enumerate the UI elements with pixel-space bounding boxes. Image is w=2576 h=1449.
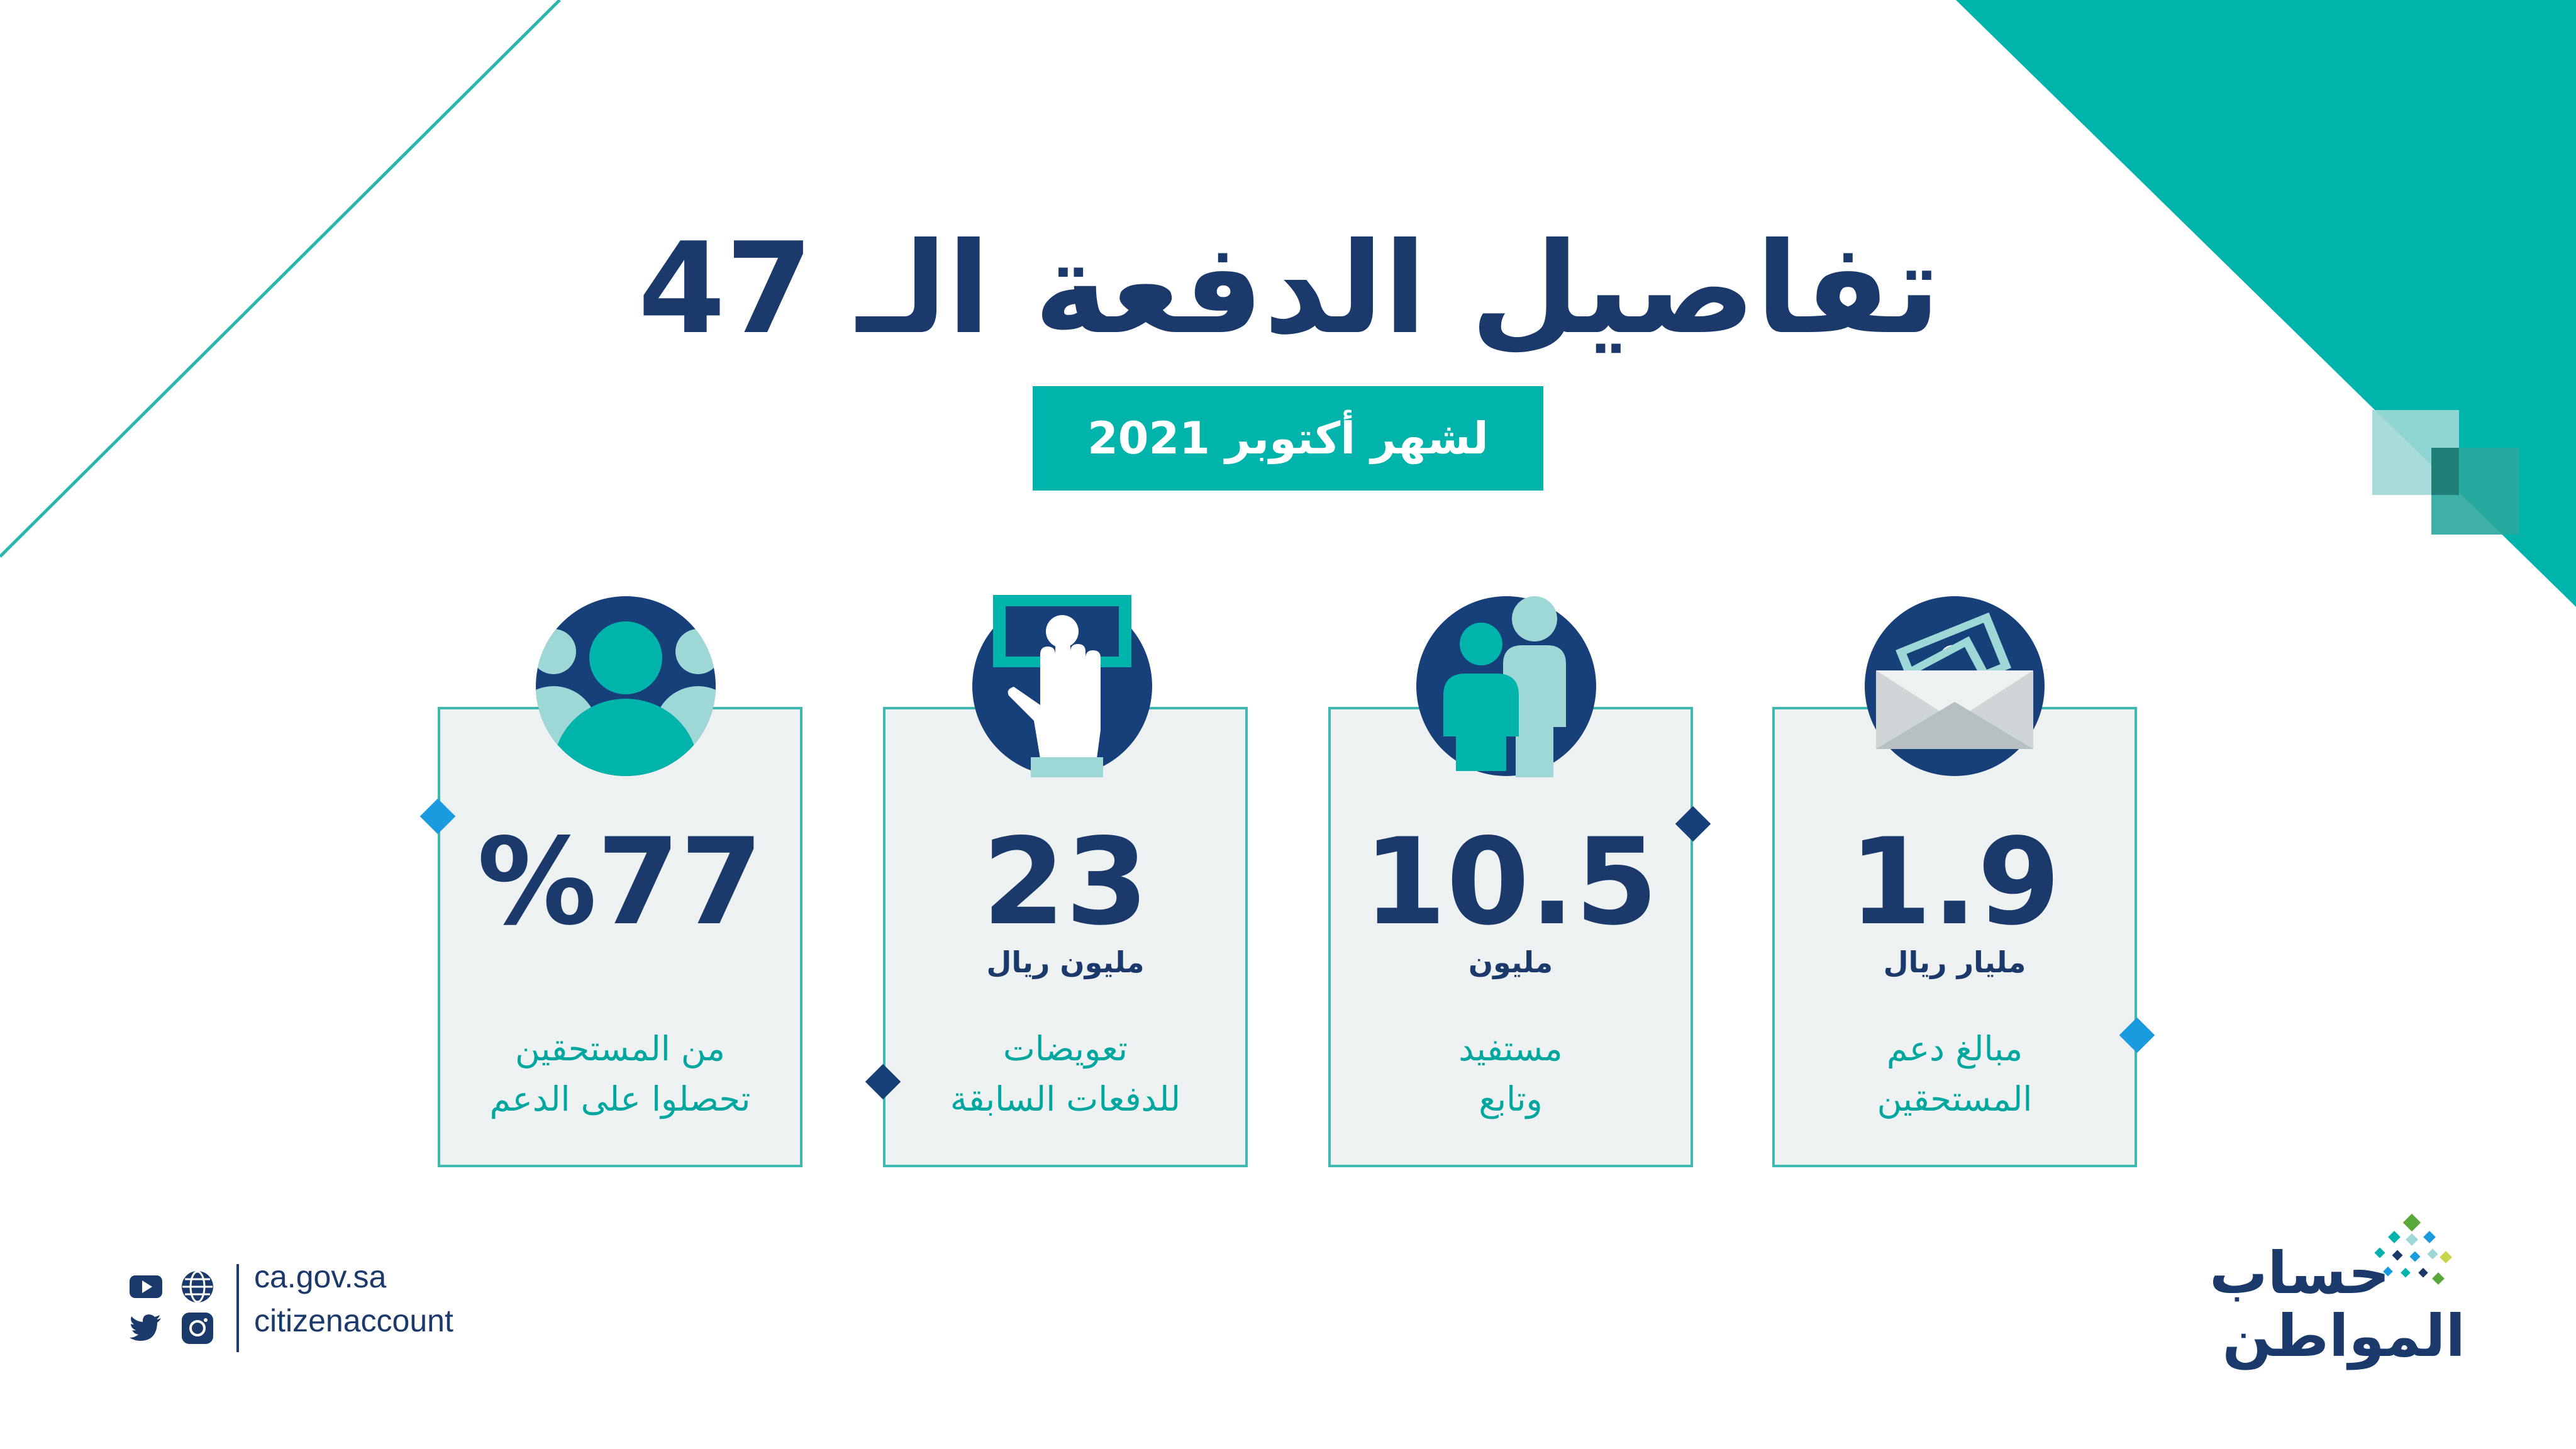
stat-unit: مليون — [1468, 945, 1553, 979]
stat-description: تعويضات للدفعات السابقة — [886, 1024, 1245, 1124]
stat-description-line: من المستحقين — [515, 1029, 725, 1069]
citizen-account-logo-text: حساب المواطن — [2201, 1242, 2465, 1368]
subtitle-badge: لشهر أكتوبر 2021 — [1033, 386, 1543, 491]
stat-value: 1.9 — [1848, 813, 2061, 952]
stat-value: %77 — [477, 813, 763, 952]
stat-description-line: تعويضات — [1002, 1029, 1128, 1069]
people-icon — [1416, 596, 1596, 777]
logo-line: المواطن — [2222, 1302, 2465, 1370]
stat-card-beneficiaries: 10.5 مليون مستفيد وتابع — [1328, 707, 1693, 1167]
stat-description: من المستحقين تحصلوا على الدعم — [440, 1024, 800, 1124]
website-link[interactable]: ca.gov.sa — [254, 1259, 387, 1294]
money-envelope-icon — [1865, 596, 2045, 776]
stat-description-line: تحصلوا على الدعم — [489, 1079, 751, 1119]
stat-card-eligible-percent: %77 من المستحقين تحصلوا على الدعم — [438, 707, 802, 1167]
stat-unit: مليار ريال — [1883, 945, 2026, 979]
stat-card-support-amount: 1.9 مليار ريال مبالغ دعم المستحقين — [1772, 707, 2137, 1167]
stat-unit: مليون ريال — [986, 945, 1145, 979]
stat-description-line: المستحقين — [1877, 1079, 2033, 1119]
hand-cash-icon — [972, 595, 1152, 777]
stat-description-line: وتابع — [1479, 1079, 1543, 1119]
logo-line: حساب — [2209, 1240, 2390, 1307]
instagram-icon[interactable] — [180, 1311, 215, 1346]
stat-card-compensation: 23 مليون ريال تعويضات للدفعات السابقة — [883, 707, 1248, 1167]
twitter-icon[interactable] — [128, 1311, 164, 1346]
stat-description-line: للدفعات السابقة — [950, 1079, 1181, 1119]
footer-divider — [236, 1264, 239, 1352]
stat-description-line: مبالغ دعم — [1886, 1029, 2023, 1069]
group-users-icon — [536, 596, 716, 776]
social-handle[interactable]: citizenaccount — [254, 1303, 453, 1338]
youtube-icon[interactable] — [128, 1269, 164, 1304]
page-title: تفاصيل الدفعة الـ 47 — [638, 216, 1941, 362]
stat-value: 23 — [982, 813, 1149, 952]
stat-description: مستفيد وتابع — [1331, 1024, 1690, 1124]
stat-value: 10.5 — [1363, 813, 1658, 952]
stat-description: مبالغ دعم المستحقين — [1775, 1024, 2135, 1124]
footer-links: ca.gov.sa citizenaccount — [254, 1255, 453, 1343]
stat-description-line: مستفيد — [1458, 1029, 1563, 1069]
citizen-account-logo-icon — [2374, 1214, 2452, 1285]
globe-icon[interactable] — [180, 1269, 215, 1304]
